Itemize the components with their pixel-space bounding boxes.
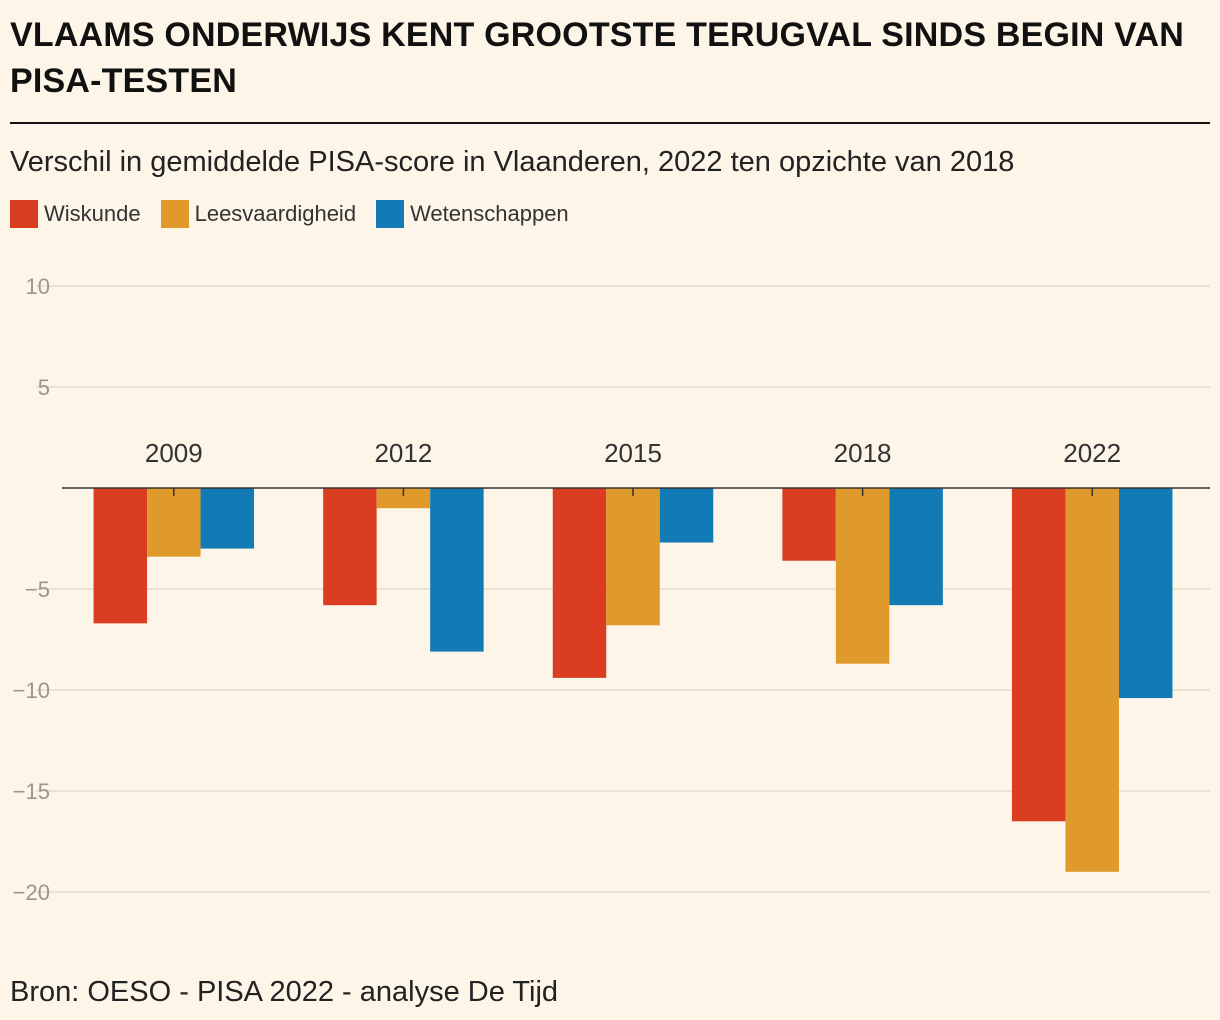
chart-subtitle: Verschil in gemiddelde PISA-score in Vla…: [10, 146, 1015, 178]
x-category-label: 2012: [374, 438, 432, 468]
y-tick-label: 5: [38, 375, 50, 400]
bar: [552, 488, 607, 678]
source-note: Bron: OESO - PISA 2022 - analyse De Tijd: [10, 976, 559, 1008]
bar: [93, 488, 148, 624]
legend-swatch-leesvaardigheid: [160, 200, 189, 228]
bar: [835, 488, 890, 664]
legend-item-leesvaardigheid: Leesvaardigheid: [160, 200, 357, 228]
legend-swatch-wetenschappen: [376, 200, 405, 228]
legend-label-wetenschappen: Wetenschappen: [410, 201, 569, 226]
bar: [889, 488, 943, 606]
legend-swatch-wiskunde: [10, 200, 38, 228]
y-tick-label: −20: [13, 880, 50, 905]
legend-item-wetenschappen: Wetenschappen: [376, 200, 569, 228]
bar: [200, 488, 255, 549]
legend-label-leesvaardigheid: Leesvaardigheid: [194, 201, 357, 226]
bar: [147, 488, 201, 557]
bar: [1065, 488, 1119, 872]
bar: [430, 488, 484, 652]
x-category-label: 2009: [145, 438, 203, 468]
bar: [1118, 488, 1173, 699]
y-tick-label: −15: [13, 779, 50, 804]
title-divider: [10, 122, 1210, 124]
legend-item-wiskunde: Wiskunde: [10, 200, 141, 228]
chart-title: VLAAMS ONDERWIJS KENT GROOTSTE TERUGVAL …: [10, 16, 1185, 100]
y-tick-label: −5: [25, 577, 50, 602]
bar: [1011, 488, 1066, 822]
legend: Wiskunde Leesvaardigheid Wetenschappen: [10, 200, 589, 228]
legend-label-wiskunde: Wiskunde: [44, 201, 141, 226]
bar: [376, 488, 431, 509]
bar: [323, 488, 377, 606]
y-tick-label: −10: [13, 678, 50, 703]
x-category-label: 2018: [834, 438, 892, 468]
x-category-label: 2022: [1063, 438, 1121, 468]
bar: [659, 488, 714, 543]
bar: [782, 488, 836, 561]
bar: [606, 488, 660, 626]
y-tick-label: 10: [26, 274, 50, 299]
x-category-label: 2015: [604, 438, 662, 468]
